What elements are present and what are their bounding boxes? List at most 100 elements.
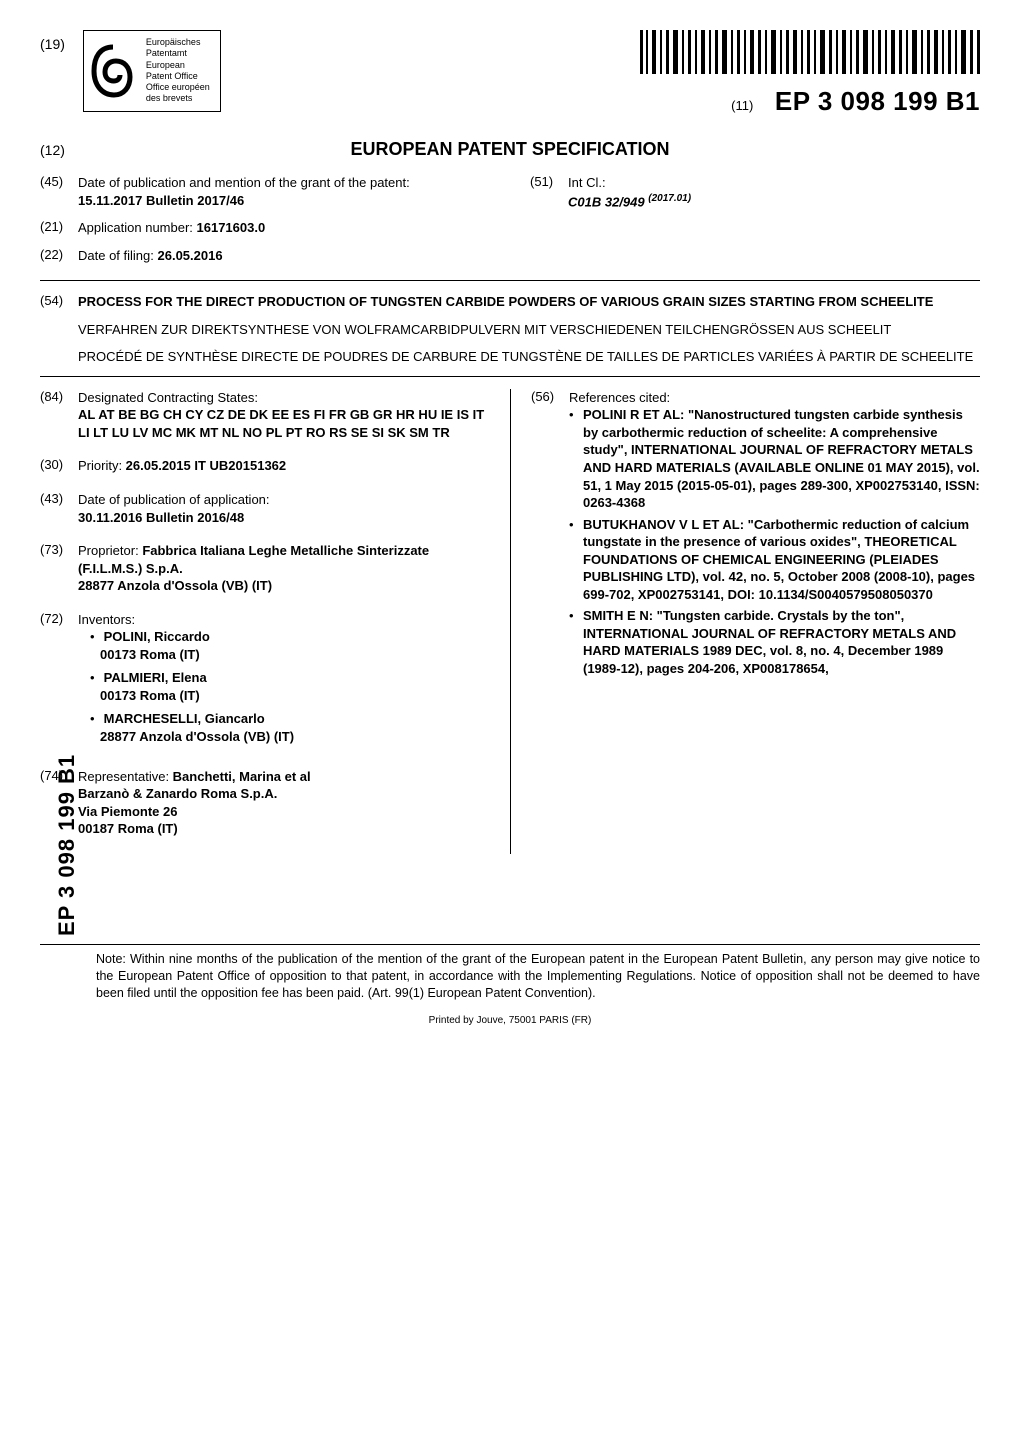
field-value: 30.11.2016 Bulletin 2016/48 [78, 509, 270, 527]
field-label: Proprietor: [78, 543, 142, 558]
logo-line: Patentamt [146, 48, 210, 59]
inid-code: (43) [40, 491, 78, 526]
proprietor-addr: 28877 Anzola d'Ossola (VB) (IT) [78, 577, 494, 595]
inventor-item: • MARCHESELLI, Giancarlo 28877 Anzola d'… [90, 710, 294, 745]
bullet-icon: • [569, 406, 583, 511]
reference-text: SMITH E N: "Tungsten carbide. Crystals b… [583, 607, 980, 677]
field-label: References cited: [569, 389, 980, 407]
field-body: References cited: • POLINI R ET AL: "Nan… [569, 389, 980, 682]
title-fr-row: PROCÉDÉ DE SYNTHÈSE DIRECTE DE POUDRES D… [40, 348, 980, 366]
title-en-row: (54) PROCESS FOR THE DIRECT PRODUCTION O… [40, 293, 980, 311]
inid-code: (56) [531, 389, 569, 682]
spine-pubnum: EP 3 098 199 B1 [54, 754, 80, 936]
inventor-addr: 00173 Roma (IT) [90, 646, 294, 664]
bib-value: 26.05.2016 [158, 248, 223, 263]
reference-item: • POLINI R ET AL: "Nanostructured tungst… [569, 406, 980, 511]
bib-top: (45) Date of publication and mention of … [40, 174, 980, 274]
doc-kind: EUROPEAN PATENT SPECIFICATION [88, 139, 980, 160]
inid-code: (22) [40, 247, 78, 265]
epo-spiral-icon [90, 43, 136, 99]
inventor-addr: 00173 Roma (IT) [90, 687, 294, 705]
opposition-note: Note: Within nine months of the publicat… [96, 951, 980, 1002]
bib-22: (22) Date of filing: 26.05.2016 [40, 247, 490, 265]
footer-area: EP 3 098 199 B1 Note: Within nine months… [40, 944, 980, 1027]
barcode-column: (11) EP 3 098 199 B1 [640, 30, 980, 117]
field-body: Inventors: • POLINI, Riccardo 00173 Roma… [78, 611, 294, 752]
printer-line: Printed by Jouve, 75001 PARIS (FR) [40, 1015, 980, 1026]
spacer [40, 321, 78, 339]
right-column: (56) References cited: • POLINI R ET AL:… [510, 389, 980, 854]
ipc-code: C01B 32/949 [568, 194, 645, 209]
inid-code: (21) [40, 219, 78, 237]
logo-line: Patent Office [146, 71, 210, 82]
field-label: Designated Contracting States: [78, 389, 494, 407]
field-body: Proprietor: Fabbrica Italiana Leghe Meta… [78, 542, 494, 595]
bib-label: Application number: [78, 220, 197, 235]
bib-body: Date of filing: 26.05.2016 [78, 247, 223, 265]
rep-addr1: Via Piemonte 26 [78, 803, 311, 821]
epo-logo-block: Europäisches Patentamt European Patent O… [83, 30, 221, 112]
inventor-name: POLINI, Riccardo [104, 629, 210, 644]
bib-30: (30) Priority: 26.05.2015 IT UB20151362 [40, 457, 494, 475]
bullet-icon: • [90, 628, 100, 646]
field-body: Priority: 26.05.2015 IT UB20151362 [78, 457, 286, 475]
inid-11: (11) [731, 98, 753, 113]
bib-label: Int Cl.: [568, 174, 691, 192]
bib-label: Date of filing: [78, 248, 158, 263]
bib-label: Date of publication and mention of the g… [78, 174, 410, 192]
barcode-icon [640, 30, 980, 74]
field-label: Priority: [78, 458, 126, 473]
title-en: PROCESS FOR THE DIRECT PRODUCTION OF TUN… [78, 293, 933, 311]
field-body: Representative: Banchetti, Marina et al … [78, 768, 311, 838]
inid-code: (72) [40, 611, 78, 752]
rep-addr2: 00187 Roma (IT) [78, 820, 311, 838]
bib-body: Int Cl.: C01B 32/949 (2017.01) [568, 174, 691, 210]
field-value: AL AT BE BG CH CY CZ DE DK EE ES FI FR G… [78, 406, 494, 441]
bib-56: (56) References cited: • POLINI R ET AL:… [531, 389, 980, 682]
inventor-name: PALMIERI, Elena [104, 670, 207, 685]
inventor-list: • POLINI, Riccardo 00173 Roma (IT) • PAL… [78, 628, 294, 745]
reference-text: BUTUKHANOV V L ET AL: "Carbothermic redu… [583, 516, 980, 604]
rule [40, 376, 980, 377]
inid-code: (51) [530, 174, 568, 210]
logo-line: Office européen [146, 82, 210, 93]
field-body: Date of publication of application: 30.1… [78, 491, 270, 526]
two-column-bib: (84) Designated Contracting States: AL A… [40, 389, 980, 854]
inid-12: (12) [40, 142, 88, 158]
reference-item: • SMITH E N: "Tungsten carbide. Crystals… [569, 607, 980, 677]
bib-72: (72) Inventors: • POLINI, Riccardo 00173… [40, 611, 494, 752]
title-block: (54) PROCESS FOR THE DIRECT PRODUCTION O… [40, 293, 980, 366]
bib-value: 15.11.2017 Bulletin 2017/46 [78, 192, 410, 210]
left-column: (84) Designated Contracting States: AL A… [40, 389, 510, 854]
bib-top-left: (45) Date of publication and mention of … [40, 174, 490, 274]
header-row: (19) Europäisches Patentamt European Pat… [40, 30, 980, 117]
field-label: Inventors: [78, 611, 294, 629]
bib-74: (74) Representative: Banchetti, Marina e… [40, 768, 494, 838]
inid-54: (54) [40, 293, 78, 311]
title-de-row: VERFAHREN ZUR DIREKTSYNTHESE VON WOLFRAM… [40, 321, 980, 339]
inid-code: (30) [40, 457, 78, 475]
bib-body: Application number: 16171603.0 [78, 219, 265, 237]
epo-logo-text: Europäisches Patentamt European Patent O… [146, 37, 210, 105]
rep-org: Barzanò & Zanardo Roma S.p.A. [78, 785, 311, 803]
bib-51: (51) Int Cl.: C01B 32/949 (2017.01) [530, 174, 980, 210]
field-label: Date of publication of application: [78, 491, 270, 509]
rep-name: Banchetti, Marina et al [173, 769, 311, 784]
rule [40, 944, 980, 945]
reference-item: • BUTUKHANOV V L ET AL: "Carbothermic re… [569, 516, 980, 604]
inid-19: (19) [40, 30, 65, 52]
reference-text: POLINI R ET AL: "Nanostructured tungsten… [583, 406, 980, 511]
logo-line: Europäisches [146, 37, 210, 48]
field-body: Designated Contracting States: AL AT BE … [78, 389, 494, 442]
doc-kind-row: (12) EUROPEAN PATENT SPECIFICATION [40, 139, 980, 160]
bib-45: (45) Date of publication and mention of … [40, 174, 490, 209]
bullet-icon: • [90, 710, 100, 728]
inid-code: (84) [40, 389, 78, 442]
title-de: VERFAHREN ZUR DIREKTSYNTHESE VON WOLFRAM… [78, 321, 891, 339]
bullet-icon: • [569, 607, 583, 677]
inventor-name: MARCHESELLI, Giancarlo [104, 711, 265, 726]
title-fr: PROCÉDÉ DE SYNTHÈSE DIRECTE DE POUDRES D… [78, 348, 973, 366]
spacer [40, 348, 78, 366]
bullet-icon: • [90, 669, 100, 687]
field-label: Representative: [78, 769, 173, 784]
